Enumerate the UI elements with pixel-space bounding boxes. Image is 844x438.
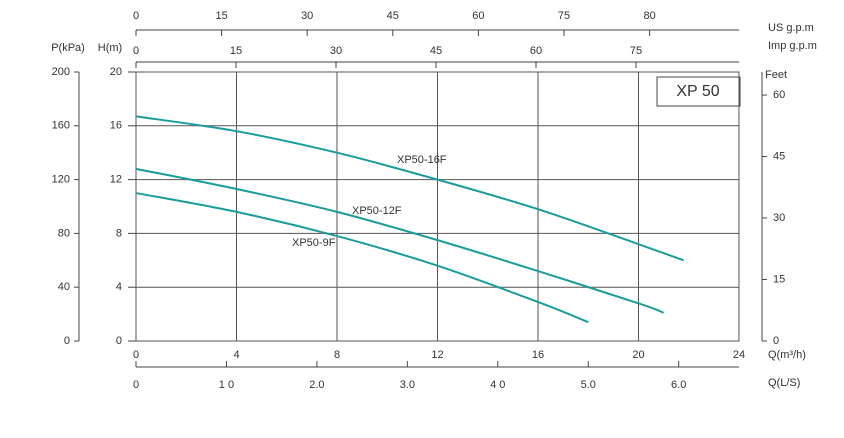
secondary-tick-label: 15	[230, 45, 242, 57]
feet-tick-label: 60	[773, 89, 785, 101]
chart-title: XP 50	[676, 83, 719, 100]
secondary-axis-label: Imp g.p.m	[768, 40, 817, 52]
x-tick-label: 4	[233, 349, 239, 361]
pump-curve	[135, 115, 685, 262]
curve-label: XP50-12F	[352, 205, 402, 217]
secondary-tick-label: 0	[133, 45, 139, 57]
feet-tick-label: 30	[773, 212, 785, 224]
secondary-tick-label: 0	[133, 379, 139, 391]
x-tick-label: 8	[334, 349, 340, 361]
secondary-tick-label: 5.0	[581, 379, 596, 391]
feet-tick-label: 0	[773, 335, 779, 347]
curve-label: XP50-9F	[292, 237, 336, 249]
secondary-tick-label: 1 0	[219, 379, 234, 391]
x-tick-label: 16	[532, 349, 544, 361]
x-tick-label: 12	[431, 349, 443, 361]
pump-curve	[135, 192, 589, 324]
feet-axis-label: Feet	[765, 69, 787, 81]
x-tick-label: 0	[133, 349, 139, 361]
y-tick-label: 0	[116, 335, 122, 347]
secondary-tick-label: 6.0	[671, 379, 686, 391]
secondary-tick-label: 45	[430, 45, 442, 57]
pressure-tick-label: 0	[64, 335, 70, 347]
secondary-axis-label: US g.p.m	[768, 22, 814, 34]
pressure-tick-label: 200	[52, 66, 70, 78]
pressure-axis-label: P(kPa)	[51, 42, 85, 54]
pressure-tick-label: 120	[52, 174, 70, 186]
pressure-tick-label: 80	[58, 227, 70, 239]
secondary-tick-label: 3.0	[400, 379, 415, 391]
secondary-tick-label: 80	[643, 10, 655, 22]
secondary-tick-label: 4 0	[490, 379, 505, 391]
y-tick-label: 20	[110, 66, 122, 78]
y-tick-label: 12	[110, 174, 122, 186]
secondary-tick-label: 0	[133, 10, 139, 22]
y-tick-label: 4	[116, 281, 122, 293]
secondary-tick-label: 30	[301, 10, 313, 22]
pump-curve	[135, 167, 664, 314]
x-tick-label: 24	[733, 349, 745, 361]
secondary-tick-label: 45	[387, 10, 399, 22]
secondary-tick-label: 60	[530, 45, 542, 57]
secondary-tick-label: 60	[472, 10, 484, 22]
secondary-axis-label: Q(L/S)	[768, 377, 800, 389]
secondary-tick-label: 30	[330, 45, 342, 57]
secondary-tick-label: 75	[558, 10, 570, 22]
secondary-tick-label: 15	[215, 10, 227, 22]
y-tick-label: 16	[110, 120, 122, 132]
pressure-tick-label: 40	[58, 281, 70, 293]
feet-tick-label: 45	[773, 150, 785, 162]
title-box	[656, 76, 741, 107]
x-tick-label: 20	[632, 349, 644, 361]
secondary-tick-label: 75	[630, 45, 642, 57]
y-axis-label: H(m)	[98, 42, 122, 54]
feet-tick-label: 15	[773, 273, 785, 285]
curve-label: XP50-16F	[397, 154, 447, 166]
y-tick-label: 8	[116, 227, 122, 239]
x-axis-label: Q(m³/h)	[768, 349, 806, 361]
secondary-tick-label: 2.0	[309, 379, 324, 391]
pressure-tick-label: 160	[52, 120, 70, 132]
